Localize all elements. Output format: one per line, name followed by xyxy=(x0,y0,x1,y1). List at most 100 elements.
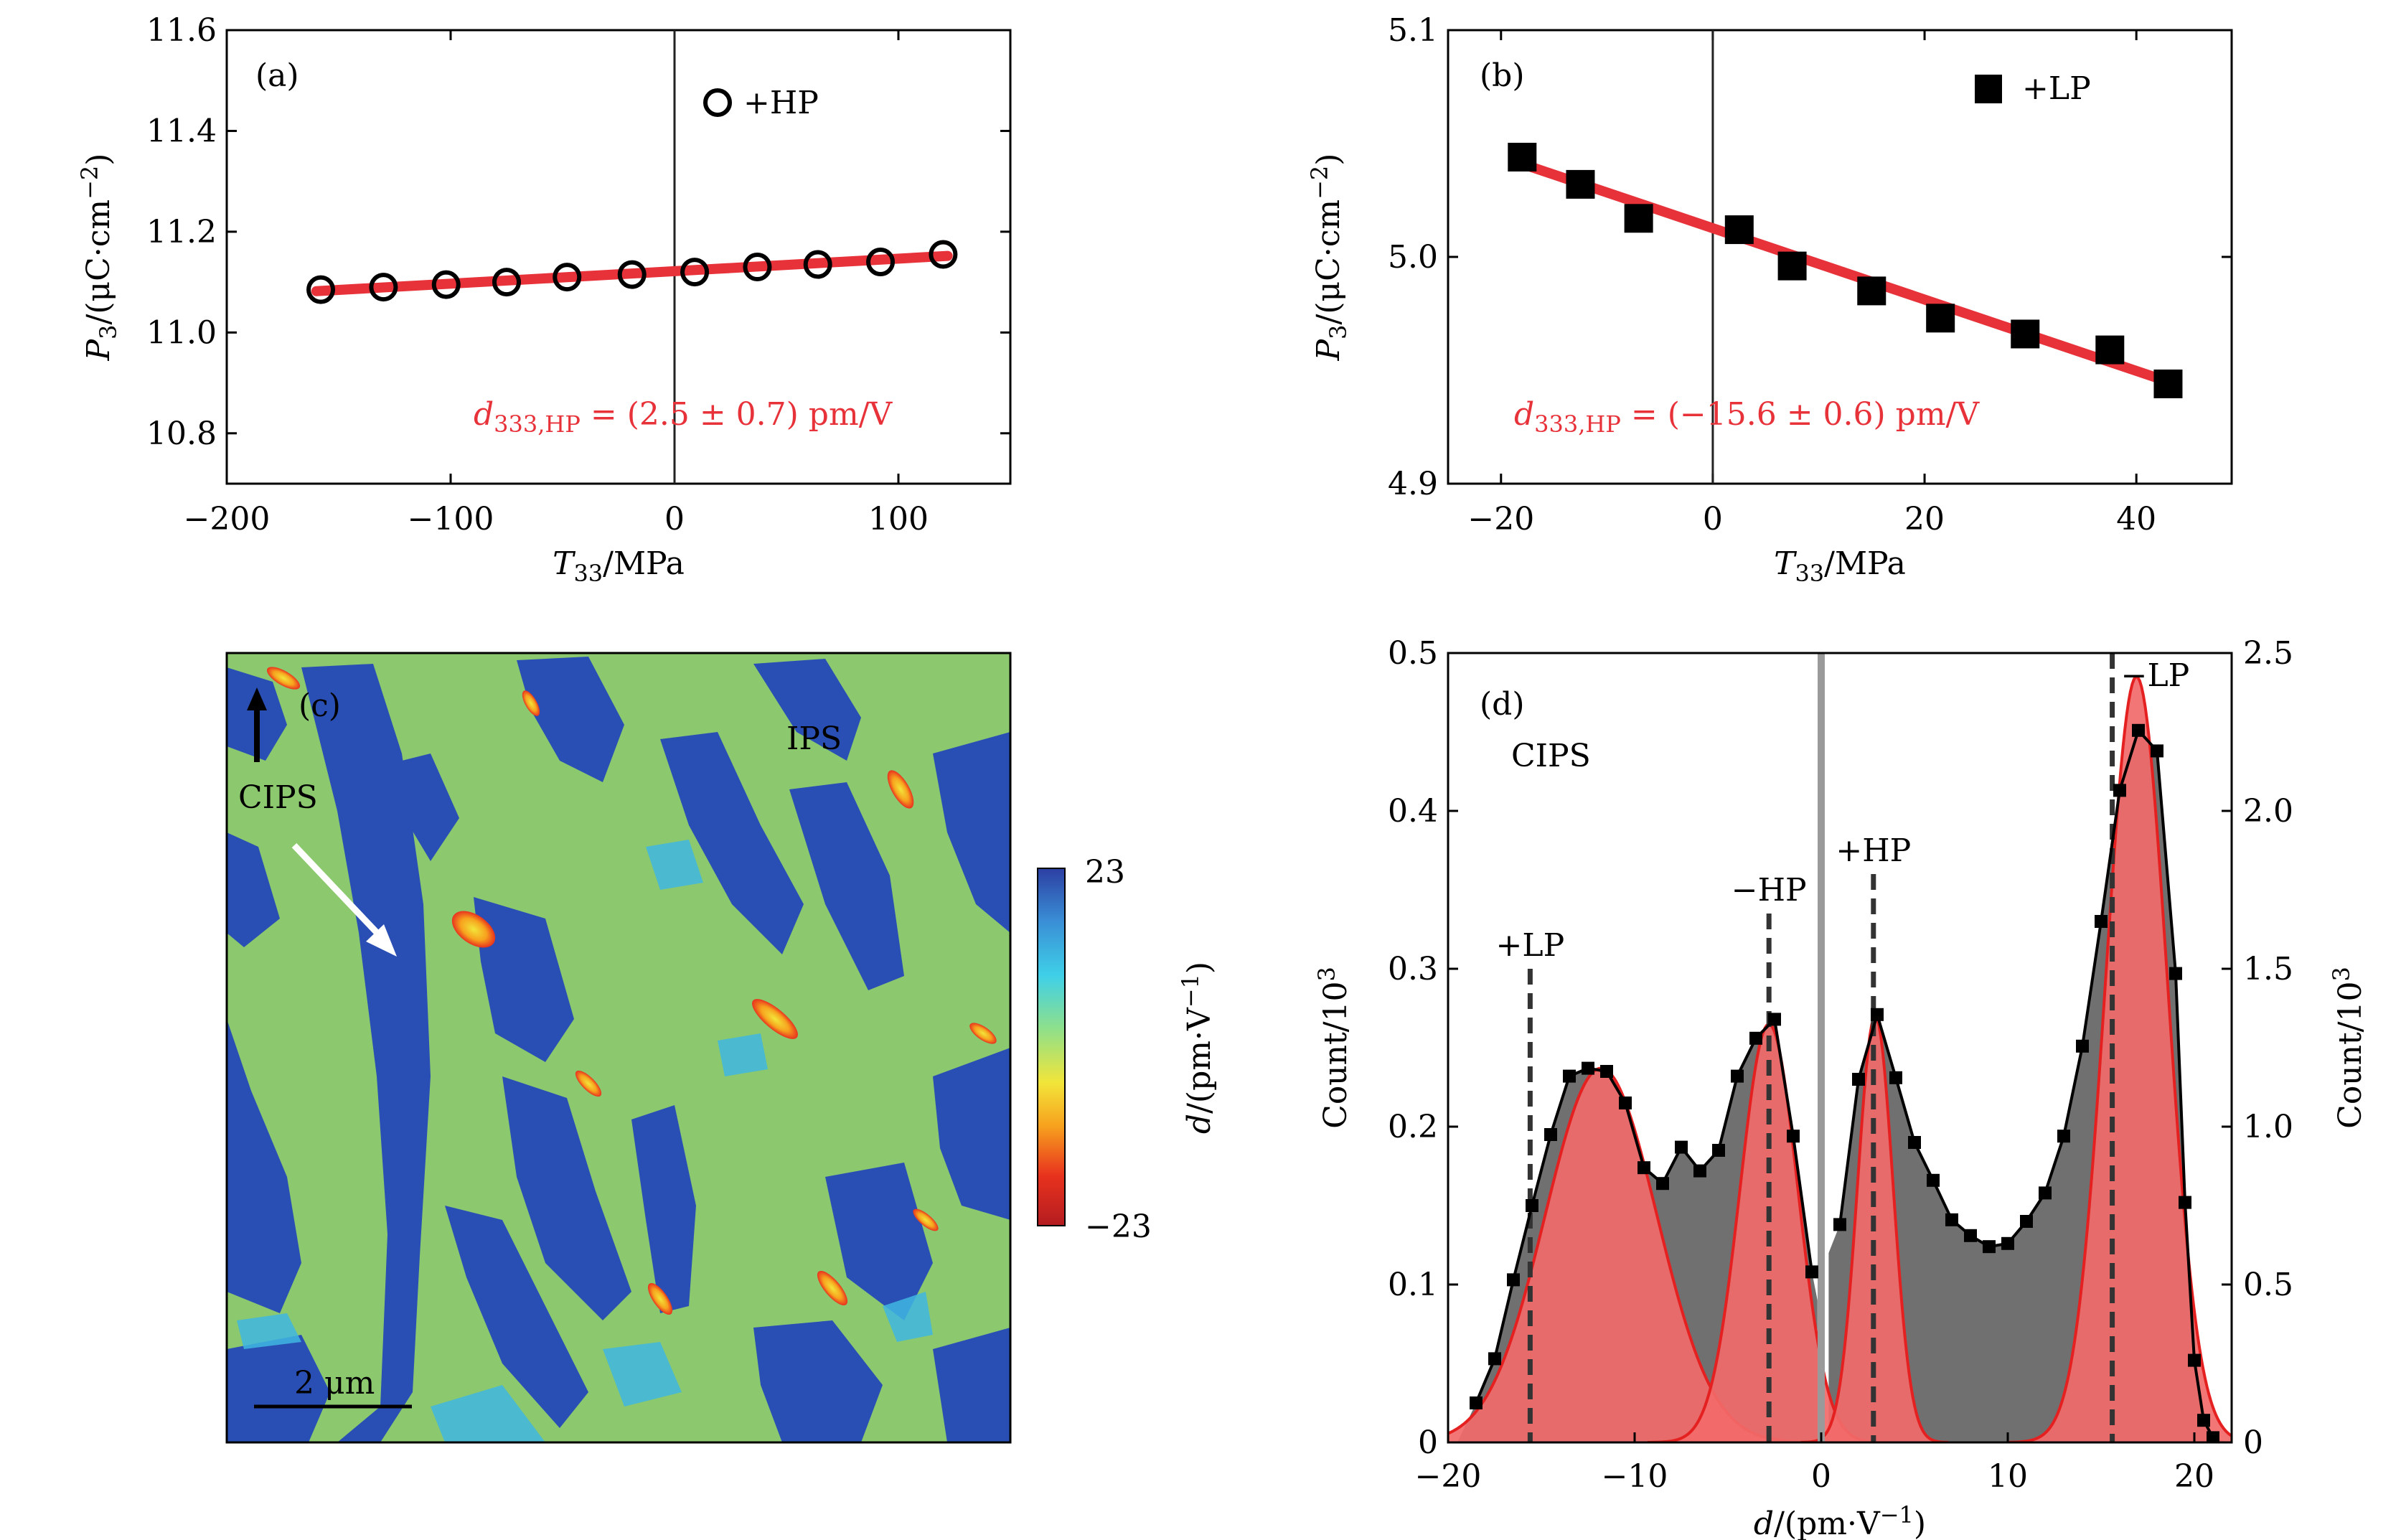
b-data-point xyxy=(1566,169,1595,199)
histogram-point xyxy=(2057,1130,2070,1143)
histogram-point xyxy=(2001,1236,2014,1250)
b-data-point xyxy=(2095,335,2125,365)
histogram-point xyxy=(1852,1073,1865,1086)
a-xtick-label: 100 xyxy=(868,501,929,537)
map-label-ips: IPS xyxy=(786,720,842,757)
histogram-point xyxy=(2197,1414,2210,1427)
red-rim-6 xyxy=(575,1070,602,1097)
red-rim-1 xyxy=(451,911,496,948)
panel-a-xlabel-unit: /MPa xyxy=(603,545,685,582)
map-red-rims xyxy=(266,667,997,1315)
peak-lines xyxy=(1527,653,2115,1442)
panel-b-ylabel-sub: 3 xyxy=(1325,324,1352,339)
panel-b-fit-line xyxy=(1517,159,2174,387)
white-arrow-head xyxy=(366,924,397,957)
histogram-point xyxy=(1563,1069,1576,1083)
d-ytick-label-right: 2.0 xyxy=(2243,793,2293,830)
domain-bottom-edge xyxy=(933,1328,1010,1442)
panel-b-legend-label: +LP xyxy=(2022,70,2091,107)
histogram-point xyxy=(1619,1097,1632,1109)
histogram-point xyxy=(1656,1177,1669,1191)
colorbar-max-label: 23 xyxy=(1085,854,1125,891)
b-xtick-label: −20 xyxy=(1467,501,1534,537)
panel-c-map xyxy=(227,653,1010,1442)
gaussian-curve xyxy=(2007,675,2232,1442)
histogram-point xyxy=(2039,1186,2052,1200)
histogram-point xyxy=(2207,1431,2219,1442)
red-rim-8 xyxy=(969,1023,997,1044)
panel-c: (c) CIPS IPS 2 μm 23 −23 d/(pm·V−1) xyxy=(225,652,1218,1444)
panel-a-tag: (a) xyxy=(255,57,299,94)
domain-main-stripe xyxy=(301,664,431,1442)
panel-a-annotation-sub: 333,HP xyxy=(494,410,581,438)
histogram-point xyxy=(1768,1013,1781,1026)
red-rim-3 xyxy=(887,770,914,809)
a-data-point xyxy=(553,263,582,292)
d-ytick-label-left: 0 xyxy=(1418,1424,1438,1461)
d-xtick-label: 20 xyxy=(2174,1458,2214,1495)
map-label-cips: CIPS xyxy=(238,779,318,816)
a-data-point xyxy=(680,258,710,287)
panel-a-points xyxy=(306,240,958,304)
d-ytick-label-right: 0.5 xyxy=(2243,1267,2293,1303)
domain-upper-mid-2 xyxy=(402,753,459,861)
panel-d-xticks: −20 −10 0 10 20 xyxy=(1415,1432,2214,1495)
panel-d-xlabel-unit: /(pm·V xyxy=(1774,1506,1881,1540)
red-rim-2 xyxy=(752,999,798,1039)
a-data-point xyxy=(369,273,398,302)
panel-a-legend-marker xyxy=(703,88,732,117)
map-blue-domains xyxy=(227,657,1010,1442)
b-data-point xyxy=(2153,369,2183,398)
domain-top-right xyxy=(753,659,861,761)
panel-b-annotation-var: d xyxy=(1514,396,1534,433)
d-xtick-label: 10 xyxy=(1988,1458,2028,1495)
b-data-point xyxy=(1624,204,1653,233)
panel-d-sample-label: CIPS xyxy=(1511,738,1591,774)
b-xtick-label: 0 xyxy=(1703,501,1723,537)
panel-d-ylabel-left: Count/103 xyxy=(1313,967,1354,1129)
panel-a-annotation: d333,HP = (2.5 ± 0.7) pm/V xyxy=(474,396,893,438)
histogram-point xyxy=(1638,1161,1650,1175)
a-data-point xyxy=(431,270,461,299)
scale-bar-label: 2 μm xyxy=(294,1365,375,1402)
panel-a-ylabel-var: P xyxy=(80,338,117,361)
histogram-point xyxy=(1833,1218,1846,1231)
a-data-point xyxy=(929,240,958,269)
panel-b-xlabel-unit: /MPa xyxy=(1824,545,1906,582)
histogram-point xyxy=(1787,1130,1800,1143)
panel-a: (a) −200 −100 0 100 10.8 11.0 11.2 11.4 11.6 +H… xyxy=(76,12,1012,587)
panel-b-annotation: d333,HP = (−15.6 ± 0.6) pm/V xyxy=(1514,396,1980,438)
d-ytick-label-left: 0.3 xyxy=(1388,951,1438,987)
panel-b-annotation-text: = (−15.6 ± 0.6) pm/V xyxy=(1621,396,1981,433)
domain-right-diag-1 xyxy=(660,732,804,954)
a-data-point xyxy=(803,250,832,279)
b-ytick-label: 5.0 xyxy=(1388,239,1438,276)
colorbar-title: d/(pm·V−1) xyxy=(1177,962,1218,1134)
cyan-rim-6 xyxy=(237,1313,301,1349)
panel-c-tag: (c) xyxy=(299,687,341,724)
polarization-arrow-head xyxy=(247,687,267,710)
histogram-point xyxy=(1507,1273,1520,1287)
histogram-point xyxy=(2169,967,2182,980)
panel-d-ylabel-left-exp: 3 xyxy=(1313,967,1340,981)
panel-d-frame xyxy=(1447,652,2233,1444)
peak-label: +HP xyxy=(1836,832,1911,869)
red-rim-7 xyxy=(647,1282,673,1315)
histogram-point xyxy=(1693,1164,1706,1178)
panel-a-frame xyxy=(225,29,1012,485)
b-data-point xyxy=(1926,304,1955,333)
peak-labels: +LP −HP +HP −LP xyxy=(1496,657,2190,964)
histogram-point xyxy=(1908,1136,1921,1149)
panel-b-tag: (b) xyxy=(1480,57,1525,94)
histogram-point xyxy=(2020,1215,2033,1228)
panel-a-xlabel-sub: 33 xyxy=(573,560,603,587)
cyan-rim-2 xyxy=(603,1342,682,1407)
a-data-point xyxy=(492,268,521,297)
panel-b-ylabel-unit: /(μC·cm xyxy=(1310,199,1347,325)
colorbar-title-close: ) xyxy=(1181,962,1218,974)
d-ytick-label-left: 0.2 xyxy=(1388,1109,1438,1145)
panel-d-xlabel-close: ) xyxy=(1914,1506,1926,1540)
red-rim-10 xyxy=(913,1208,939,1231)
panel-b-ylabel-exp: −2 xyxy=(1306,166,1333,199)
